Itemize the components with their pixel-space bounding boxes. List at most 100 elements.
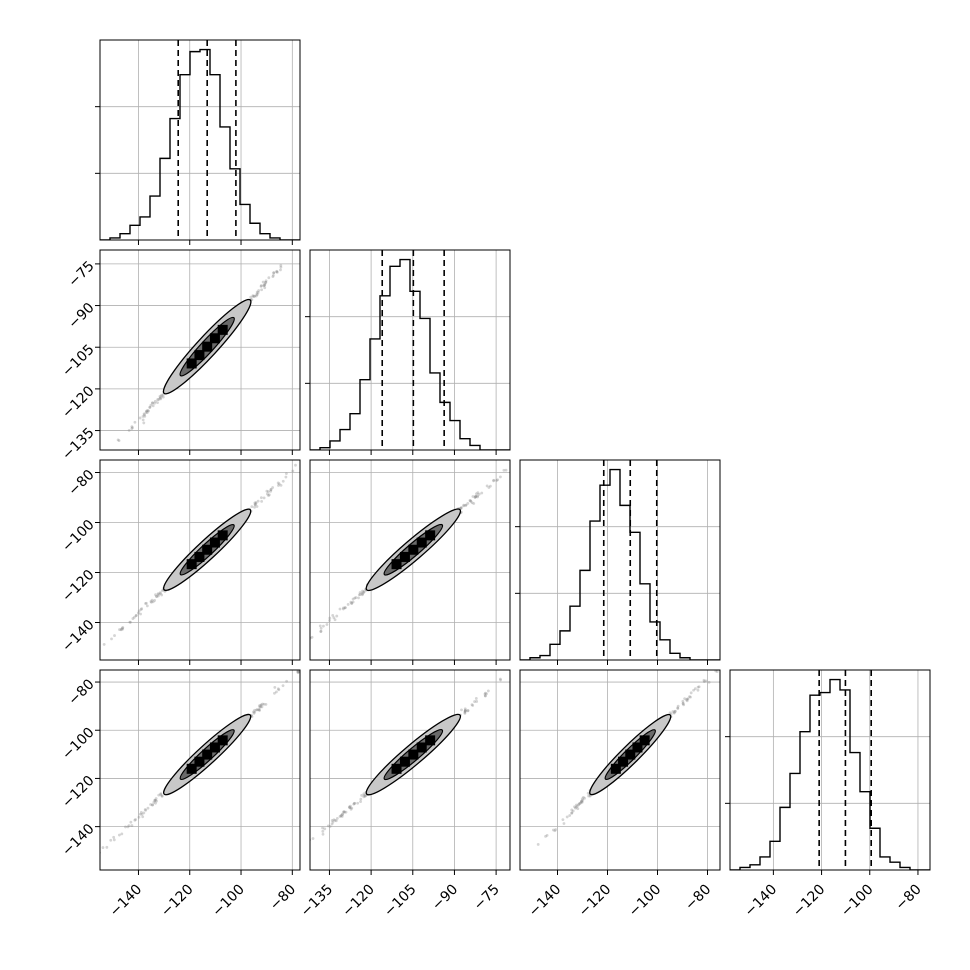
scatter-point [331,613,335,617]
scatter-point [475,700,479,703]
scatter-point [683,697,687,701]
scatter-point [466,502,470,505]
density-core [391,763,402,774]
scatter-point [354,596,358,599]
scatter-point [693,687,697,691]
scatter-point [464,503,468,507]
scatter-point [575,804,579,808]
scatter-point [119,628,123,632]
scatter-point [330,822,334,826]
scatter-point [153,401,156,405]
histogram-panel-3: −140 −120 −100 −80 [725,669,931,920]
scatter-point [671,710,675,713]
scatter-point [466,709,470,713]
scatter-point [161,395,165,399]
scatter-point [463,707,467,711]
scatter-point [361,589,364,593]
scatter-point [254,502,258,505]
density-core [209,333,220,344]
scatter-point [255,292,259,296]
scatter-point [148,405,152,409]
scatter-point [269,876,272,879]
scatter-point [104,456,107,459]
scatter-point [138,416,142,420]
panel-marks [310,250,510,450]
scatter-point [269,488,273,492]
scatter-point [462,504,466,508]
scatter-point [133,818,137,822]
scatter-point [146,806,150,810]
scatter-point [259,496,263,500]
scatter-point [463,710,467,713]
scatter-point [279,484,283,487]
scatter-point [253,505,256,509]
scatter-point [463,710,467,714]
scatter-point [353,801,357,805]
scatter-point [130,425,134,429]
scatter-point [495,479,498,482]
scatter-point [139,608,143,611]
scatter-point [586,791,590,795]
scatter-point [341,813,345,817]
scatter-point [348,804,352,808]
panel-marks [100,670,300,855]
scatter-point [330,819,334,822]
scatter-point [141,415,145,418]
scatter-point [297,670,300,673]
x-tick-label: −120 [576,882,615,921]
scatter-point [269,487,273,491]
scatter-point [154,593,157,597]
scatter-panel-3-0: −140 −120 −100 −80 −140 −120 −100 −80 [59,669,301,921]
scatter-point [574,806,577,810]
scatter-point [333,618,337,622]
scatter-point [118,628,121,631]
scatter-point [576,807,580,811]
scatter-point [144,410,148,414]
scatter-point [279,265,283,269]
scatter-point [319,225,322,228]
scatter-point [322,624,325,628]
scatter-point [346,603,350,606]
scatter-point [488,484,492,488]
scatter-point [259,284,263,287]
scatter-point [257,708,261,712]
scatter-point [105,845,109,849]
y-tick-label: −100 [59,725,98,764]
y-tick-label: −80 [65,467,97,499]
scatter-point [134,614,138,618]
scatter-point [668,711,672,715]
x-tick-label: −100 [209,882,248,921]
scatter-point [360,793,364,797]
scatter-point [351,597,355,601]
histogram-step-line [100,48,300,240]
scatter-point [486,689,490,693]
scatter-point [554,828,558,831]
scatter-point [277,688,281,692]
scatter-point [321,829,325,833]
scatter-point [266,490,270,493]
scatter-point [142,811,146,815]
scatter-point [145,409,149,413]
scatter-point [692,688,696,692]
scatter-point [281,684,285,688]
scatter-point [335,614,339,618]
scatter-point [260,499,264,503]
x-tick-label: −140 [107,882,146,921]
scatter-point [100,456,103,459]
scatter-point [673,709,677,713]
scatter-point [150,803,154,807]
scatter-point [570,811,574,815]
scatter-point [551,828,555,832]
scatter-point [134,818,137,821]
scatter-point [319,630,323,633]
scatter-point [581,795,585,799]
scatter-point [574,805,578,809]
x-tick-label: −75 [471,882,503,914]
scatter-point [142,412,146,416]
scatter-point [275,270,278,274]
scatter-point [474,495,478,498]
scatter-point [121,626,125,629]
scatter-point [328,616,332,620]
scatter-point [306,637,309,640]
density-core [625,749,636,760]
